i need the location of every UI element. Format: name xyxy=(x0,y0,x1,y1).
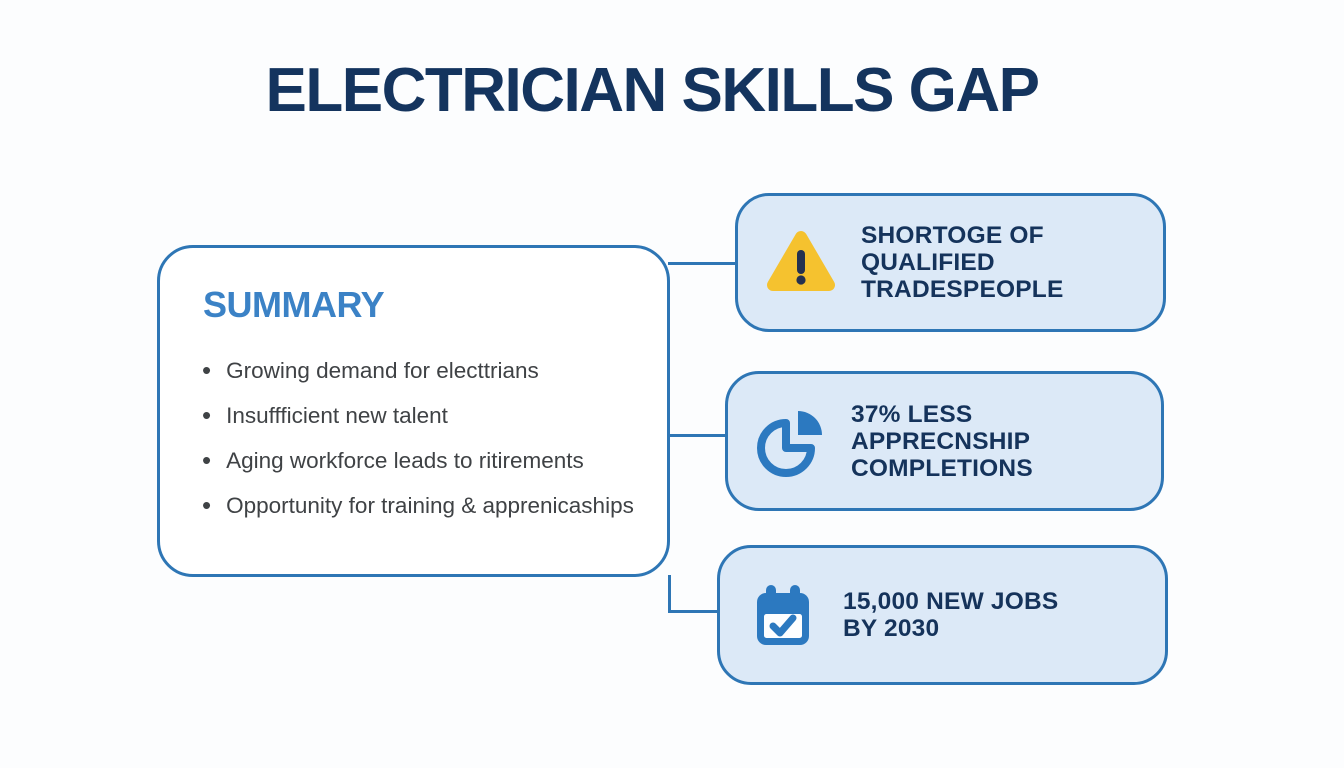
connector-line-bottom xyxy=(668,610,720,613)
card-line: 15,000 NEW JOBS xyxy=(843,588,1059,615)
pie-chart-icon xyxy=(753,403,829,479)
card-line: 37% LESS xyxy=(851,400,973,428)
summary-bullet-2: Insuffficient new talent xyxy=(202,393,634,438)
summary-bullet-list: Growing demand for electtrians Insufffic… xyxy=(202,348,634,528)
card-line: COMPLETIONS xyxy=(851,454,1033,482)
card-shortage-label: SHORTOGE OF QUALIFIED TRADESPEOPLE xyxy=(861,222,1064,303)
card-line: BY 2030 xyxy=(843,615,940,642)
card-completions-label: 37% LESS APPRECNSHIP COMPLETIONS xyxy=(851,401,1033,482)
card-line: QUALIFIED xyxy=(861,249,995,276)
card-line: SHORTOGE OF xyxy=(861,222,1044,249)
calendar-check-icon xyxy=(745,577,821,653)
summary-bullet-3: Aging workforce leads to ritirements xyxy=(202,438,634,483)
card-new-jobs-label: 15,000 NEW JOBS BY 2030 xyxy=(843,588,1058,642)
card-completions: 37% LESS APPRECNSHIP COMPLETIONS xyxy=(725,371,1164,511)
card-line: TRADESPEOPLE xyxy=(861,276,1064,303)
connector-line-middle xyxy=(668,434,728,437)
connector-line-bottom-vertical xyxy=(668,575,671,613)
summary-bullet-1: Growing demand for electtrians xyxy=(202,348,634,393)
card-new-jobs: 15,000 NEW JOBS BY 2030 xyxy=(717,545,1168,685)
connector-line-top xyxy=(668,262,738,265)
card-line: APPRECNSHIP xyxy=(851,427,1031,455)
summary-bullet-4: Opportunity for training & apprenicaship… xyxy=(202,483,634,528)
warning-icon xyxy=(763,225,839,301)
page-title: ELECTRICIAN SKILLS GAP xyxy=(265,56,1040,125)
summary-heading: SUMMARY xyxy=(203,284,385,325)
card-shortage: SHORTOGE OF QUALIFIED TRADESPEOPLE xyxy=(735,193,1166,332)
summary-panel: SUMMARY Growing demand for electtrians I… xyxy=(157,245,670,577)
